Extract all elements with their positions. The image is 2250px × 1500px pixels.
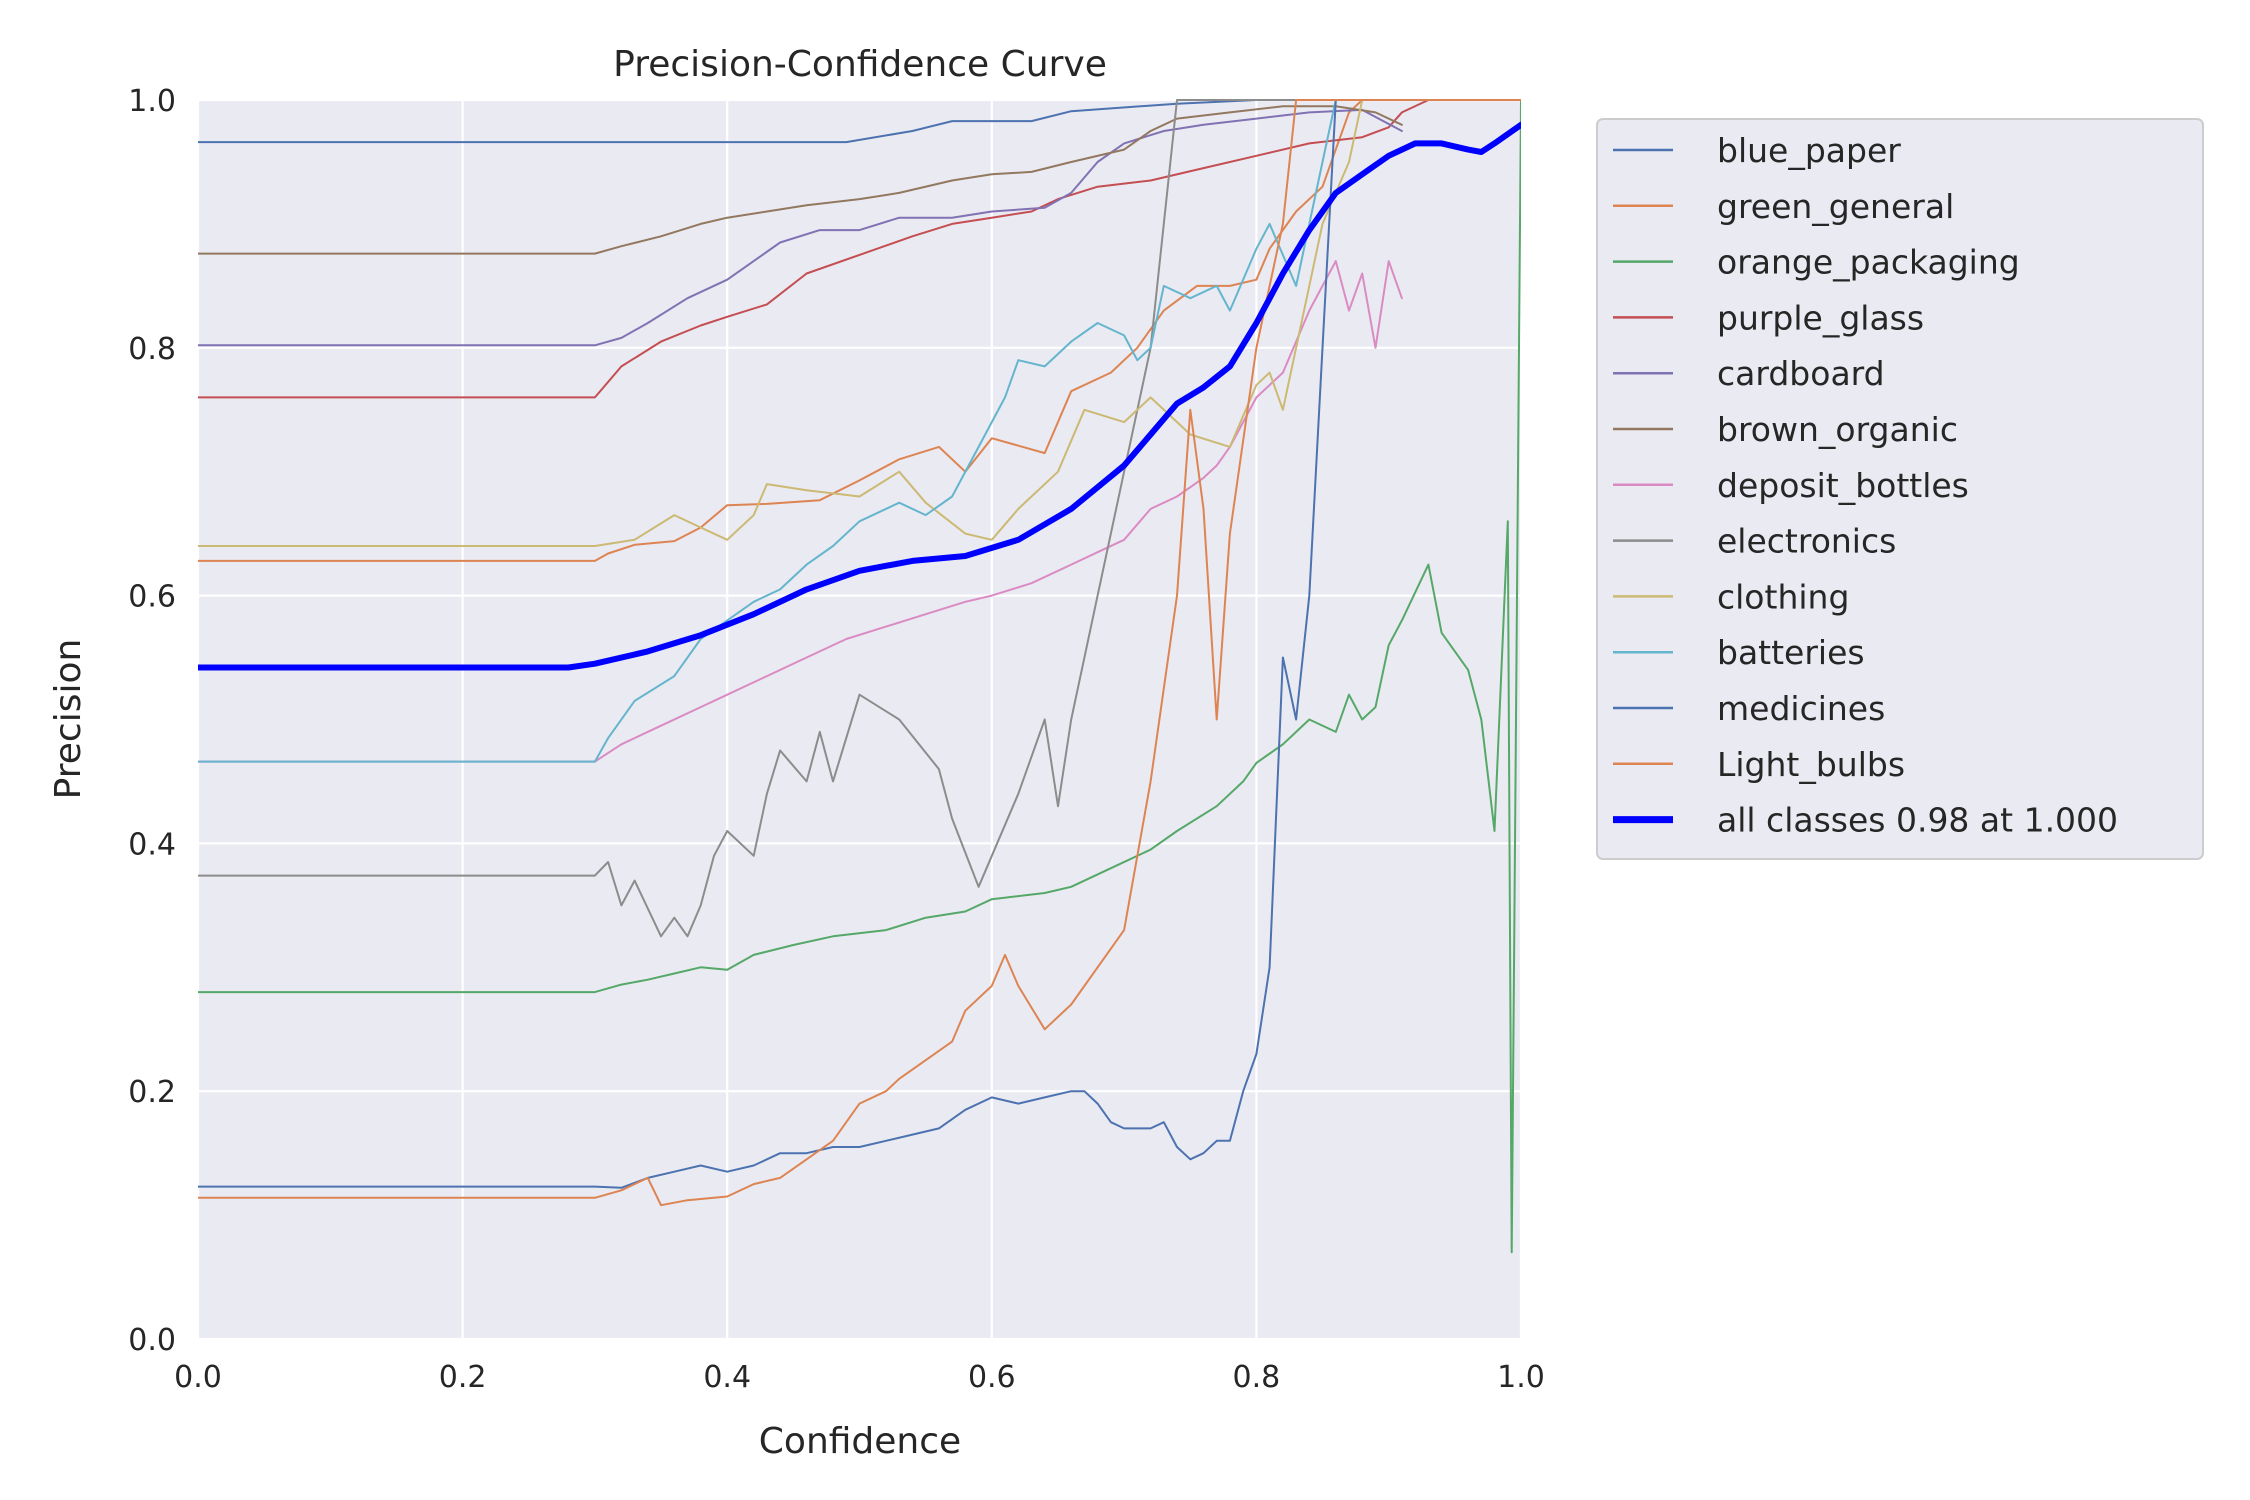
legend-label: Light_bulbs <box>1717 745 1905 784</box>
legend-label: blue_paper <box>1717 131 1901 170</box>
series-line-medicines <box>198 99 1521 1189</box>
legend-label: all classes 0.98 at 1.000 <box>1717 801 2118 840</box>
y-tick-label: 1.0 <box>128 84 176 119</box>
series-line-clothing <box>198 99 1521 547</box>
y-axis-label: Precision <box>48 639 89 800</box>
series-line-blue-paper <box>198 99 1521 144</box>
legend-label: electronics <box>1717 522 1896 561</box>
y-tick-labels: 0.0 0.2 0.4 0.6 0.8 1.0 <box>128 84 176 1358</box>
x-tick-labels: 0.0 0.2 0.4 0.6 0.8 1.0 <box>174 1360 1545 1395</box>
legend-label: cardboard <box>1717 354 1885 393</box>
x-tick-label: 0.0 <box>174 1360 222 1395</box>
y-tick-label: 0.4 <box>128 827 176 862</box>
series-lines <box>198 99 1521 1254</box>
x-tick-label: 0.4 <box>703 1360 751 1395</box>
legend-label: clothing <box>1717 577 1849 616</box>
series-line-deposit-bottles <box>198 260 1403 763</box>
x-tick-label: 0.6 <box>968 1360 1016 1395</box>
grid-lines <box>196 98 1523 1341</box>
x-tick-label: 0.8 <box>1233 1360 1281 1395</box>
legend-label: medicines <box>1717 689 1885 728</box>
series-line-electronics <box>198 99 1521 938</box>
series-line-green-general <box>198 99 1521 562</box>
legend-label: purple_glass <box>1717 298 1924 337</box>
legend: blue_paper green_general orange_packagingp… <box>1596 118 2204 860</box>
y-tick-label: 0.2 <box>128 1075 176 1110</box>
y-tick-label: 0.6 <box>128 580 176 615</box>
series-line-orange-packaging <box>198 99 1521 1254</box>
series-line-brown-organic <box>198 105 1403 255</box>
legend-label: green_general <box>1717 187 1954 226</box>
legend-label: deposit_bottles <box>1717 466 1969 505</box>
chart-title: Precision-Confidence Curve <box>613 44 1107 85</box>
series-line-purple-glass <box>198 99 1521 399</box>
legend-label: batteries <box>1717 633 1865 672</box>
series-line-all-classes-0-98-at-1-000 <box>198 121 1521 671</box>
series-line-cardboard <box>198 108 1403 347</box>
legend-label: brown_organic <box>1717 410 1958 449</box>
y-tick-label: 0.0 <box>128 1323 176 1358</box>
x-tick-label: 0.2 <box>439 1360 487 1395</box>
legend-label: orange_packaging <box>1717 243 2020 282</box>
x-axis-label: Confidence <box>759 1421 961 1462</box>
legend-box <box>1596 118 2204 860</box>
plot-background <box>198 100 1521 1339</box>
x-tick-label: 1.0 <box>1497 1360 1545 1395</box>
y-tick-label: 0.8 <box>128 332 176 367</box>
series-line-light-bulbs <box>198 99 1521 1207</box>
